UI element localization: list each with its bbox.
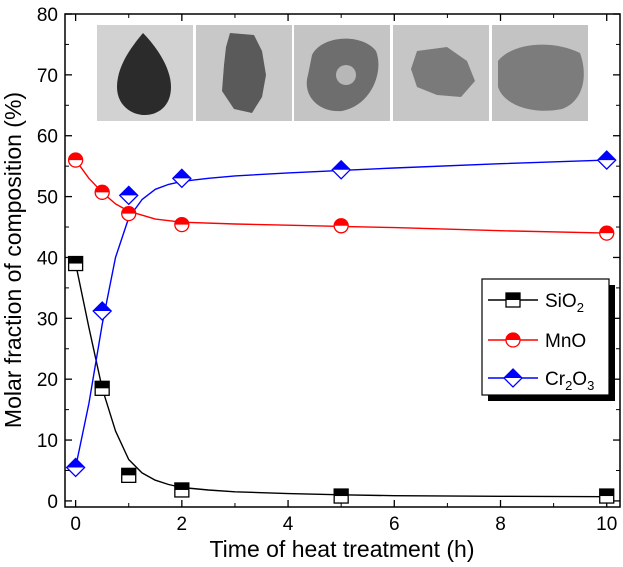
data-point-sio2 [94,380,110,396]
legend-label-sio2: SiO2 [545,291,584,315]
y-axis-label: Molar fraction of composition (%) [0,92,26,428]
legend-text: SiO [545,291,577,312]
legend-label-mno: MnO [545,331,586,352]
data-markers [65,150,617,504]
data-point-cr2o3 [331,159,352,180]
data-point-mno [67,152,84,168]
sample-photo-2h [393,25,489,121]
data-point-mno [94,184,110,200]
x-tick-label: 10 [596,514,617,535]
data-point-sio2 [67,255,84,272]
legend-text: MnO [545,331,586,352]
y-tick-label: 10 [37,431,58,452]
x-tick-label: 4 [283,514,294,535]
data-point-cr2o3 [65,457,86,478]
y-tick-label: 40 [37,248,58,269]
data-point-sio2 [599,488,615,504]
data-point-mno [333,218,349,234]
inset-images [97,25,588,121]
data-point-mno [174,216,190,233]
y-tick-label: 30 [37,309,58,330]
legend-marker-mno [505,332,521,348]
data-point-cr2o3 [118,185,139,206]
tick-labels: 0 2 4 6 8 10 0 10 20 30 40 50 60 70 80 [37,5,617,535]
x-tick-label: 8 [495,514,506,535]
sample-photo-0h [97,25,193,121]
series-line-cr2o3 [74,159,607,468]
legend-text: Cr [545,369,566,390]
legend-subscript: 2 [565,378,572,393]
sample-photo-0-5h [196,25,292,121]
y-tick-label: 20 [37,370,58,391]
x-tick-label: 6 [389,514,400,535]
y-tick-label: 80 [37,5,58,26]
legend-subscript: 3 [587,378,594,393]
x-axis-label: Time of heat treatment (h) [209,536,474,562]
data-point-cr2o3 [596,150,617,170]
y-tick-label: 0 [47,492,58,513]
sample-photo-5h [492,25,588,121]
data-point-cr2o3 [92,301,113,321]
data-point-mno [121,205,137,222]
data-point-cr2o3 [171,168,192,189]
legend-text: O [572,369,587,390]
plot-frame [64,13,621,508]
legend-subscript: 2 [577,300,584,315]
x-tick-label: 2 [177,514,188,535]
data-point-sio2 [174,482,190,498]
data-point-sio2 [333,488,349,504]
legend-marker-cr2o3 [503,368,523,388]
y-tick-label: 60 [37,127,58,148]
sample-photo-1h [294,25,390,121]
y-tick-label: 70 [37,66,58,87]
legend-marker-sio2 [505,292,521,308]
data-point-sio2 [121,467,137,484]
legend-box [481,278,610,396]
x-tick-label: 0 [70,514,81,535]
y-tick-label: 50 [37,188,58,209]
legend-label-cr2o3: Cr2O3 [545,369,594,393]
data-point-mno [599,225,615,241]
